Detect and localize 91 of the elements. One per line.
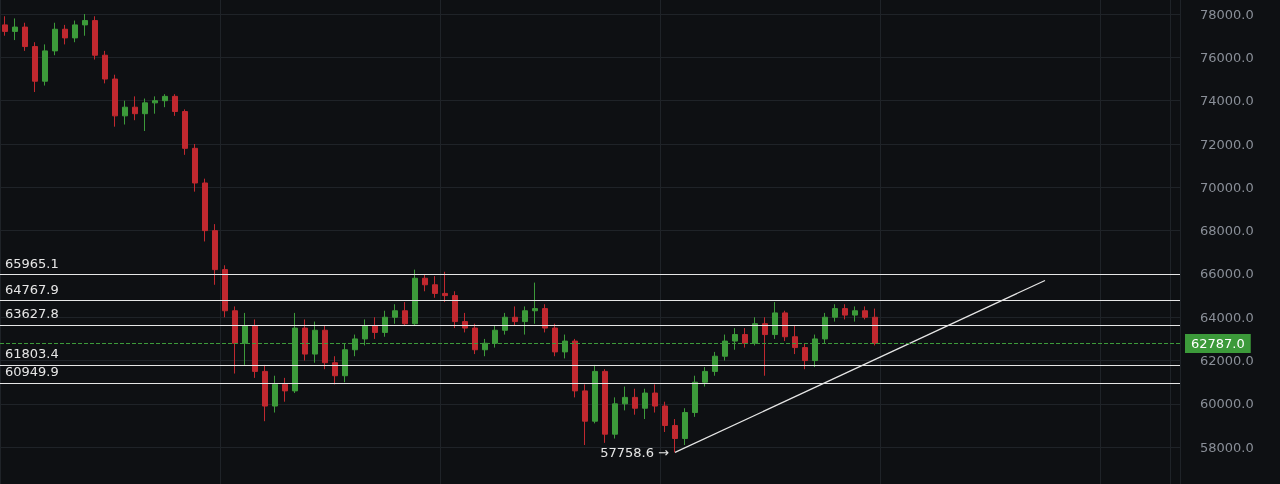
candlestick [52,22,58,56]
candlestick [712,351,718,377]
y-tick-label: 60000.0 [1200,396,1254,412]
y-tick-label: 74000.0 [1200,93,1254,109]
y-tick-label: 66000.0 [1200,266,1254,282]
y-tick-label: 76000.0 [1200,49,1254,65]
candlestick [182,108,188,156]
ref-line-label: 62787.0 [1191,336,1245,352]
candlestick [742,327,748,349]
y-tick-label: 70000.0 [1200,179,1254,195]
candlestick [302,318,308,362]
candlestick [842,303,848,320]
candlestick [632,388,638,416]
candlestick [2,15,8,37]
candlestick [162,93,168,108]
candlestick [452,290,458,329]
candlestick [372,316,378,340]
candlestick [682,407,688,446]
candlestick [852,305,858,323]
candlestick [442,271,448,303]
candlestick [402,301,408,327]
candlestick [22,22,28,52]
candlestick [82,13,88,37]
candlestick [322,325,328,370]
ref-line-label: 61803.4 [5,345,59,361]
candlestick [532,282,538,325]
candlestick [122,100,128,126]
candlestick [692,375,698,418]
y-tick-label: 64000.0 [1200,309,1254,325]
candlestick [542,303,548,333]
candlestick [382,310,388,338]
candlestick [862,305,868,320]
candlestick [262,364,268,422]
ref-line-label: 63627.8 [5,306,59,322]
annotation: 57758.6 → [600,444,670,460]
candlestick [512,305,518,327]
candlestick [802,342,808,370]
candlestick [792,325,798,355]
y-tick-label: 68000.0 [1200,223,1254,239]
candlestick [602,368,608,444]
candlestick [762,316,768,377]
candlestick [522,305,528,336]
candlestick [432,275,438,299]
candlestick [102,50,108,84]
candlestick [282,377,288,403]
candlestick [782,310,788,342]
candlestick [202,178,208,242]
candlestick [552,323,558,357]
candlestick [872,308,878,346]
candlestick [252,318,258,379]
y-tick-label: 72000.0 [1200,136,1254,152]
candlestick [582,383,588,446]
candlestick [42,43,48,87]
candlestick [392,303,398,325]
candlestick [412,269,418,327]
candlestick [222,264,228,318]
candlestick [272,375,278,414]
candlestick [832,303,838,323]
candlestick [612,396,618,440]
y-tick-label: 62000.0 [1200,353,1254,369]
candlestick [502,312,508,336]
ref-line-label: 60949.9 [5,364,59,380]
candlestick [92,15,98,61]
ref-line-label: 64767.9 [5,281,59,297]
candlestick [702,366,708,388]
candlestick [232,305,238,375]
candlestick [472,323,478,355]
y-tick-label: 78000.0 [1200,6,1254,22]
candlestick [192,143,198,193]
candlestick [772,301,778,340]
candlestick [172,93,178,117]
candlestick [62,24,68,45]
candlestick [572,338,578,398]
candlestick [12,17,18,41]
candlestick [152,95,158,115]
candlestick [112,74,118,128]
y-tick-label: 58000.0 [1200,439,1254,455]
candlestick [212,223,218,286]
candlestick [422,274,428,292]
candlestick [142,98,148,132]
candlestick [32,41,38,93]
candlestick [622,386,628,411]
candlestick [592,364,598,424]
candlestick [332,355,338,385]
candlestick [132,95,138,121]
candlestick [642,388,648,420]
candlestick [672,418,678,453]
candlestick [652,383,658,414]
candlestick [662,401,668,433]
ref-line-label: 65965.1 [5,255,59,271]
candlestick [72,20,78,43]
